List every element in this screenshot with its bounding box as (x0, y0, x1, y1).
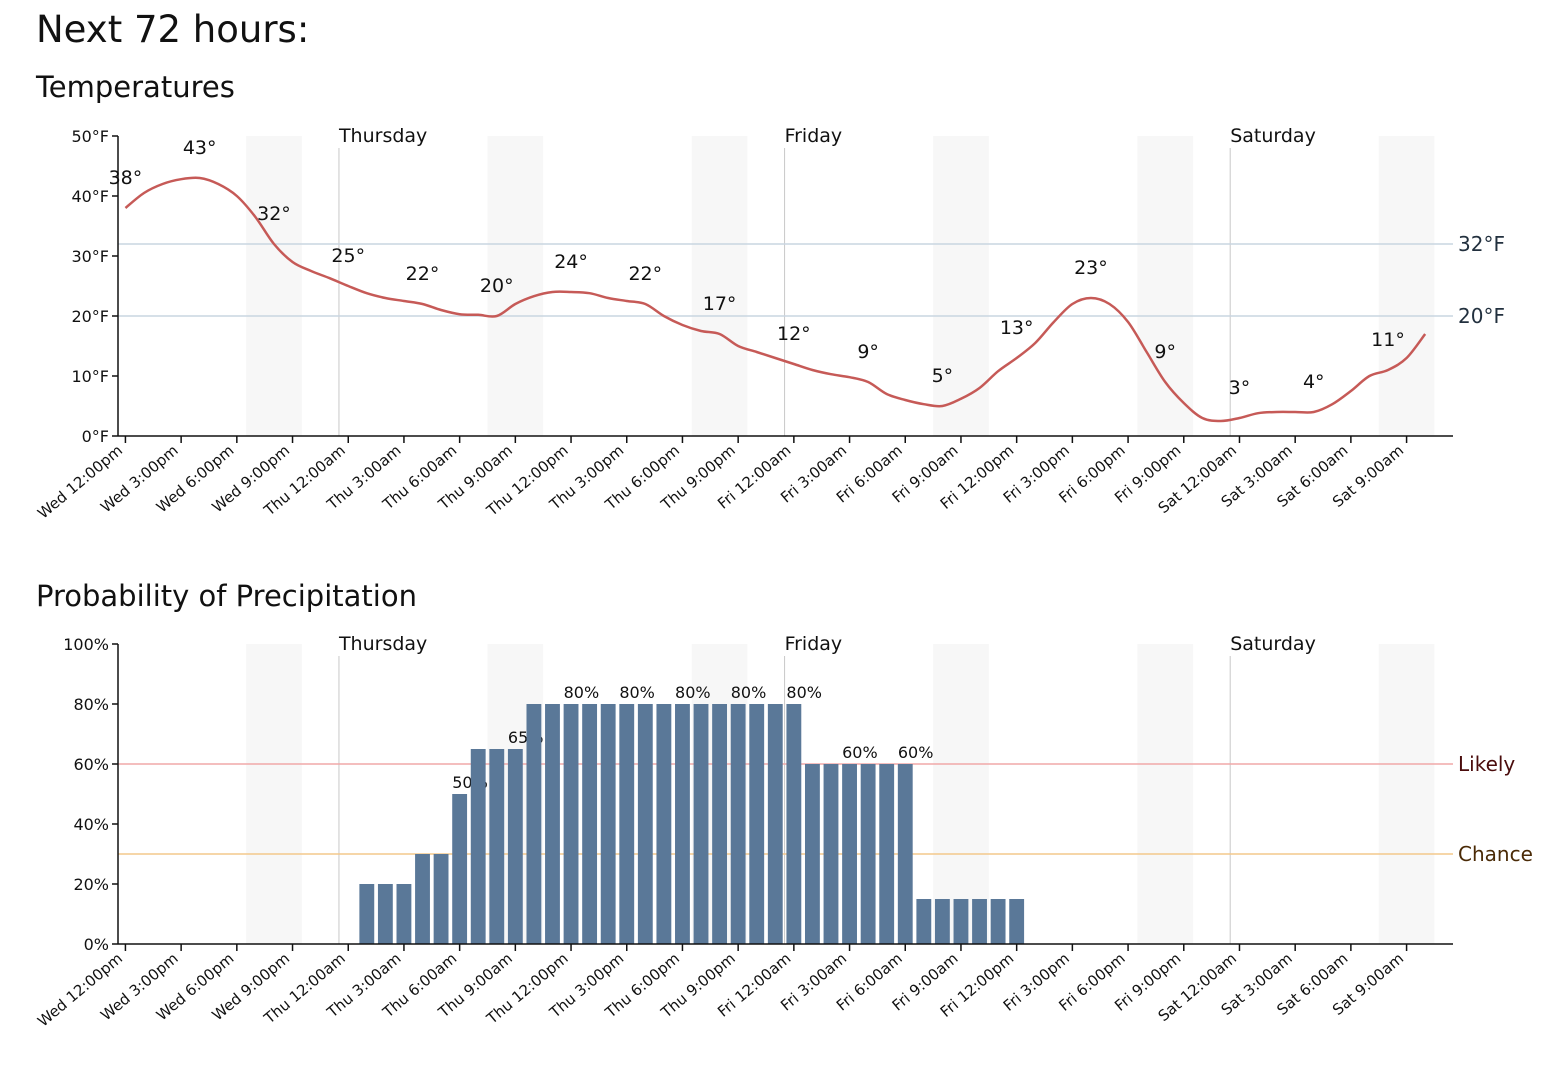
data-label: 22° (406, 263, 440, 285)
reference-label: Chance (1458, 842, 1533, 866)
bar (377, 884, 393, 944)
bar (934, 899, 950, 944)
data-label: 3° (1229, 377, 1251, 399)
day-label: Saturday (1230, 125, 1316, 147)
data-label: 80% (731, 683, 767, 702)
page-title: Next 72 hours: (36, 8, 309, 51)
data-label: 9° (857, 341, 879, 363)
bar (545, 704, 560, 944)
y-tick-label: 40°F (71, 187, 109, 206)
data-label: 12° (777, 323, 811, 345)
bar (433, 854, 449, 944)
night-band (691, 136, 748, 436)
day-label: Thursday (338, 633, 427, 655)
bar (730, 704, 746, 944)
bar (879, 764, 895, 944)
night-band (487, 136, 544, 436)
bar (1009, 899, 1025, 944)
day-label: Friday (785, 633, 843, 655)
bar (786, 704, 802, 944)
bar (489, 749, 505, 944)
y-tick-label: 60% (73, 755, 109, 774)
night-band (933, 644, 989, 944)
data-label: 60% (842, 743, 878, 762)
chart-title: Temperatures (35, 70, 235, 104)
y-tick-label: 50°F (71, 127, 109, 146)
bar (916, 899, 932, 944)
bar (359, 884, 375, 944)
night-band (933, 136, 989, 436)
bar (452, 794, 468, 944)
night-band (246, 644, 302, 944)
y-tick-label: 80% (73, 695, 109, 714)
bar (415, 854, 430, 944)
night-band (246, 136, 302, 436)
data-label: 24° (554, 251, 588, 273)
data-label: 11° (1371, 329, 1405, 351)
day-label: Friday (785, 125, 843, 147)
data-label: 80% (619, 683, 655, 702)
bar (823, 764, 839, 944)
data-label: 17° (703, 293, 737, 315)
bar (712, 704, 728, 944)
night-band (1137, 136, 1194, 436)
bar (619, 704, 635, 944)
data-label: 13° (1000, 317, 1034, 339)
bar (675, 704, 690, 944)
data-label: 4° (1303, 371, 1325, 393)
bar (600, 704, 616, 944)
bar (526, 704, 542, 944)
data-label: 38° (109, 167, 143, 189)
data-label: 80% (786, 683, 822, 702)
bar (860, 764, 876, 944)
bar (396, 884, 412, 944)
night-band (1137, 644, 1194, 944)
y-tick-label: 10°F (71, 367, 109, 386)
day-label: Saturday (1230, 633, 1316, 655)
y-tick-label: 100% (63, 635, 109, 654)
y-tick-label: 20°F (71, 307, 109, 326)
bar (972, 899, 987, 944)
bar (897, 764, 913, 944)
reference-label: 20°F (1458, 304, 1505, 328)
night-band (1378, 136, 1435, 436)
bar (842, 764, 857, 944)
data-label: 80% (564, 683, 600, 702)
data-label: 22° (628, 263, 662, 285)
data-label: 60% (898, 743, 934, 762)
bar (637, 704, 653, 944)
y-tick-label: 0% (84, 935, 109, 954)
chart-title: Probability of Precipitation (36, 579, 417, 613)
data-label: 23° (1074, 257, 1108, 279)
bar (804, 764, 820, 944)
bar (656, 704, 672, 944)
y-tick-label: 40% (73, 815, 109, 834)
data-label: 43° (183, 137, 217, 159)
bar (470, 749, 486, 944)
bar (582, 704, 598, 944)
data-label: 9° (1154, 341, 1176, 363)
temperature-line (124, 176, 1427, 423)
reference-label: 32°F (1458, 232, 1505, 256)
bar (767, 704, 783, 944)
y-tick-label: 20% (73, 875, 109, 894)
data-label: 32° (257, 203, 291, 225)
bar (990, 899, 1006, 944)
bar (507, 749, 523, 944)
data-label: 20° (480, 275, 514, 297)
data-label: 25° (331, 245, 365, 267)
day-label: Thursday (338, 125, 427, 147)
data-label: 5° (932, 365, 954, 387)
bar (953, 899, 969, 944)
data-label: 80% (675, 683, 711, 702)
bar (749, 704, 765, 944)
bar (563, 704, 579, 944)
y-tick-label: 30°F (71, 247, 109, 266)
bar (693, 704, 709, 944)
y-tick-label: 0°F (82, 427, 109, 446)
reference-label: Likely (1458, 752, 1515, 776)
night-band (1378, 644, 1435, 944)
